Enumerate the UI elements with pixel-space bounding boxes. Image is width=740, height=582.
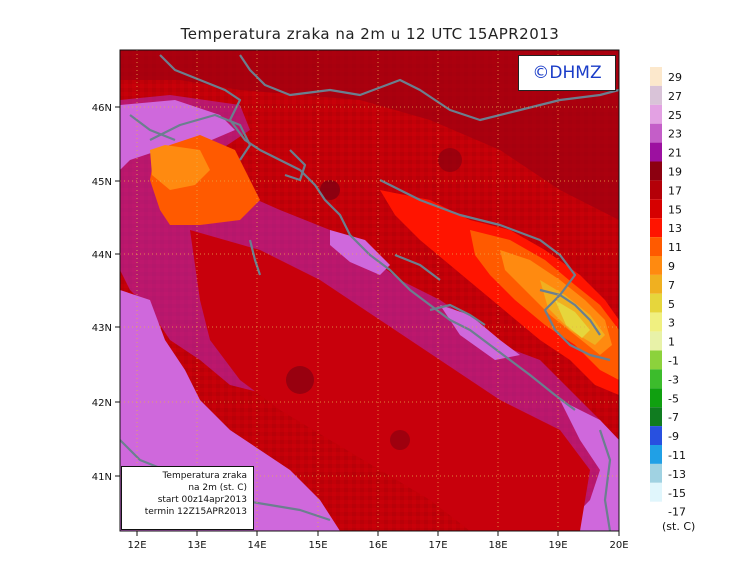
- legend-label: -3: [668, 373, 679, 386]
- y-tick-label: 42N: [92, 398, 112, 409]
- legend-swatch: [650, 463, 662, 483]
- legend-swatch: [650, 350, 662, 370]
- legend-label: 25: [668, 109, 682, 122]
- x-tick-label: 12E: [127, 540, 146, 551]
- legend-label: 1: [668, 336, 675, 349]
- legend-swatch: [650, 369, 662, 389]
- dinaric-cool-belt: [380, 190, 619, 395]
- graticule: [120, 50, 619, 531]
- x-tick-label: 18E: [488, 540, 507, 551]
- legend-label: -9: [668, 430, 679, 443]
- x-tick-label: 15E: [308, 540, 327, 551]
- legend-swatch: [650, 388, 662, 408]
- y-tick-label: 44N: [92, 250, 112, 261]
- legend-label: 15: [668, 203, 682, 216]
- y-tick-label: 43N: [92, 323, 112, 334]
- legend-label: 21: [668, 147, 682, 160]
- legend-label: 7: [668, 279, 675, 292]
- plot-frame: [119, 49, 620, 532]
- legend-swatch: [650, 237, 662, 256]
- info-line: Temperatura zraka: [162, 471, 247, 481]
- legend-swatch: [650, 293, 662, 313]
- legend-label: 5: [668, 298, 675, 311]
- legend-label: -5: [668, 392, 679, 405]
- legend-swatch: [650, 445, 662, 464]
- legend-label: 23: [668, 128, 682, 141]
- legend-swatch: [650, 104, 662, 124]
- legend-label: 3: [668, 317, 675, 330]
- legend-swatch: [650, 123, 662, 143]
- info-line: na 2m (st. C): [188, 483, 247, 493]
- legend-swatch: [650, 274, 662, 294]
- axis-ticks: [115, 106, 620, 536]
- x-tick-label: 16E: [368, 540, 387, 551]
- northern-dark-band: [120, 50, 619, 220]
- legend-swatch: [650, 67, 662, 86]
- dhmz-logo: ©DHMZ: [518, 55, 616, 91]
- y-tick-label: 46N: [92, 103, 112, 114]
- x-tick-label: 20E: [609, 540, 628, 551]
- info-line: start 00z14apr2013: [157, 495, 247, 505]
- legend-label: 19: [668, 166, 682, 179]
- x-axis-labels: 12E 13E 14E 15E 16E 17E 18E 19E 20E: [127, 540, 628, 551]
- legend-label: -17: [668, 506, 686, 519]
- map-title: Temperatura zraka na 2m u 12 UTC 15APR20…: [180, 25, 560, 43]
- legend-swatch: [650, 426, 662, 445]
- info-box: Temperatura zraka na 2m (st. C) start 00…: [121, 466, 254, 530]
- legend-colorbar: [650, 67, 662, 502]
- legend-swatch: [650, 256, 662, 275]
- legend-label: 27: [668, 90, 682, 103]
- legend-label: 11: [668, 241, 682, 254]
- y-axis-labels: 46N 45N 44N 43N 42N 41N: [92, 103, 112, 483]
- legend-swatch: [650, 199, 662, 219]
- x-tick-label: 14E: [247, 540, 266, 551]
- legend-label: -13: [668, 468, 686, 481]
- legend-unit: (st. C): [662, 520, 695, 533]
- legend-label: 29: [668, 71, 682, 84]
- legend-swatch: [650, 482, 662, 502]
- y-tick-label: 41N: [92, 472, 112, 483]
- legend-swatch: [650, 180, 662, 200]
- legend-label: 13: [668, 222, 682, 235]
- legend-swatch: [650, 142, 662, 162]
- legend-label: -1: [668, 355, 679, 368]
- x-tick-label: 17E: [428, 540, 447, 551]
- legend-label: -7: [668, 411, 679, 424]
- legend-swatch: [650, 161, 662, 181]
- legend-swatch: [650, 312, 662, 332]
- legend-swatch: [650, 85, 662, 105]
- legend-label: -11: [668, 449, 686, 462]
- legend-swatch: [650, 218, 662, 238]
- legend-label: -15: [668, 487, 686, 500]
- map-field: [120, 50, 619, 531]
- y-tick-label: 45N: [92, 177, 112, 188]
- legend-labels: 29 27 25 23 21 19 17 15 13 11 9 7 5 3 1 -1 -3 -5 -7 -9 -11 -1…: [668, 71, 686, 519]
- legend-label: 17: [668, 184, 682, 197]
- info-line: termin 12Z15APR2013: [144, 507, 247, 517]
- adriatic-warm-tongue: [190, 230, 590, 531]
- x-tick-label: 13E: [187, 540, 206, 551]
- x-tick-label: 19E: [548, 540, 567, 551]
- legend-label: 9: [668, 260, 675, 273]
- legend-swatch: [650, 331, 662, 351]
- legend-swatch: [650, 407, 662, 427]
